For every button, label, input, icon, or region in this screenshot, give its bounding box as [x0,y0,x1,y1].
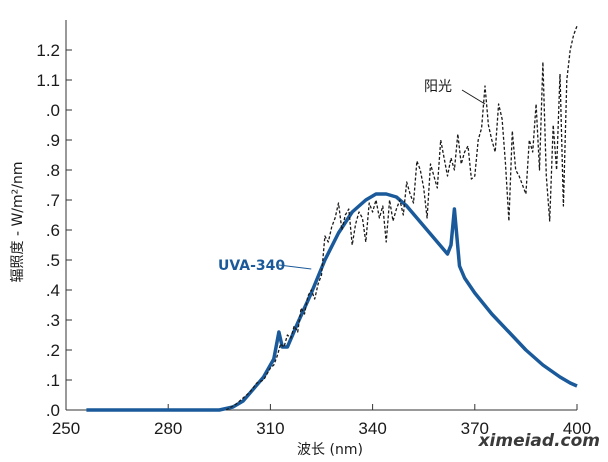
y-tick-label: .4 [46,281,60,300]
y-axis: .0 .1 .2 .3 .4 .5 .6 .7 .8 .9 .0 1.1 1.2 [36,20,72,420]
x-tick-label: 340 [358,419,386,438]
y-tick-label: .2 [46,341,60,360]
series-layer [86,25,578,412]
x-axis: 250 280 310 340 370 400 [52,404,591,438]
x-tick-label: 310 [256,419,284,438]
sunlight-series-line [225,25,578,411]
annotation-layer: UVA-340 阳光 [218,79,486,274]
x-tick-label: 250 [52,419,80,438]
x-tick-label: 400 [563,419,591,438]
y-tick-label: .5 [46,251,60,270]
y-tick-label: .1 [46,371,60,390]
uva340-series-line [86,192,578,412]
annotation-leader [461,89,486,105]
y-tick-label: .9 [46,131,60,150]
y-tick-label: .3 [46,311,60,330]
x-tick-label: 370 [461,419,489,438]
y-tick-label: 1.1 [36,71,60,90]
series-annotation: UVA-340 [218,258,285,274]
watermark-text: ximeiad.com [478,431,600,451]
annotation-leader [278,264,312,270]
y-tick-label: .7 [46,191,60,210]
x-tick-label: 280 [154,419,182,438]
y-tick-label: 1.2 [36,41,60,60]
series-annotation: 阳光 [424,79,452,95]
y-tick-label: .0 [46,101,60,120]
y-tick-label: .0 [46,401,60,420]
y-tick-label: .6 [46,221,60,240]
y-axis-label: 辐照度 - W/m²/nm [10,162,26,283]
x-axis-label: 波长 (nm) [297,442,363,458]
y-tick-label: .8 [46,161,60,180]
